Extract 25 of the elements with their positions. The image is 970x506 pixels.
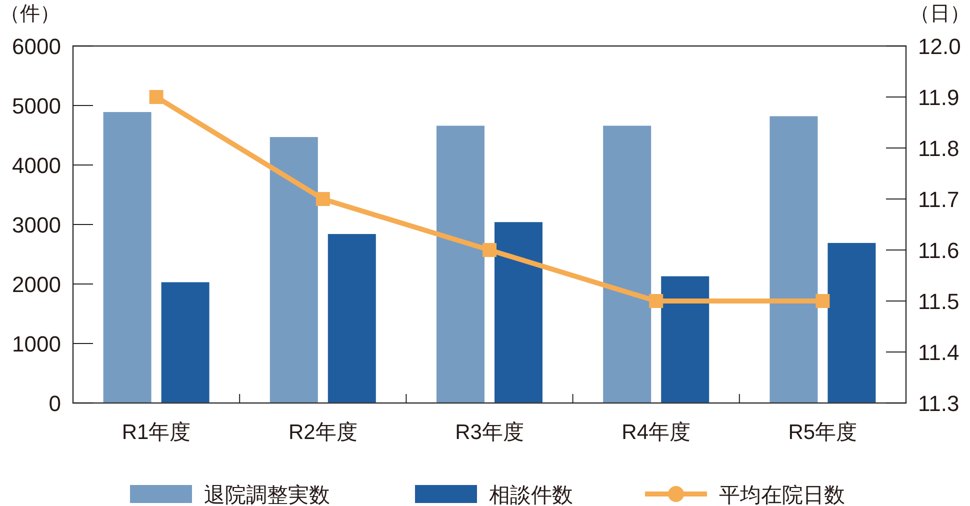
- y-tick-label: 5000: [12, 94, 61, 118]
- y-tick-label: 3000: [12, 212, 61, 238]
- y2-tick-label: 11.6: [918, 238, 960, 263]
- legend-label: 相談件数: [489, 484, 573, 506]
- y-axis-title: （件）: [0, 3, 60, 25]
- y2-tick-label: 11.4: [918, 340, 960, 365]
- y2-tick-label: 11.3: [918, 391, 960, 416]
- y-tick-label: 4000: [12, 153, 61, 178]
- x-tick-label: R1年度: [122, 421, 191, 444]
- legend-label: 平均在院日数: [719, 484, 845, 506]
- x-tick-label: R4年度: [622, 421, 691, 444]
- y2-tick-label: 11.5: [918, 289, 960, 314]
- x-tick-label: R5年度: [788, 421, 858, 444]
- y-tick-label: 0: [48, 391, 61, 416]
- y2-tick-label: 11.7: [918, 187, 960, 212]
- y-tick-label: 1000: [12, 332, 61, 356]
- y2-tick-label: 11.9: [918, 85, 960, 110]
- y-tick-label: 2000: [12, 272, 61, 297]
- y2-axis-title: （日）: [910, 3, 970, 25]
- y2-tick-label: 12.0: [918, 34, 961, 59]
- y-tick-label: 6000: [12, 34, 61, 59]
- x-tick-label: R2年度: [288, 421, 358, 444]
- legend-label: 退院調整実数: [204, 484, 330, 506]
- x-tick-label: R3年度: [455, 421, 524, 444]
- y2-tick-label: 11.8: [918, 136, 960, 161]
